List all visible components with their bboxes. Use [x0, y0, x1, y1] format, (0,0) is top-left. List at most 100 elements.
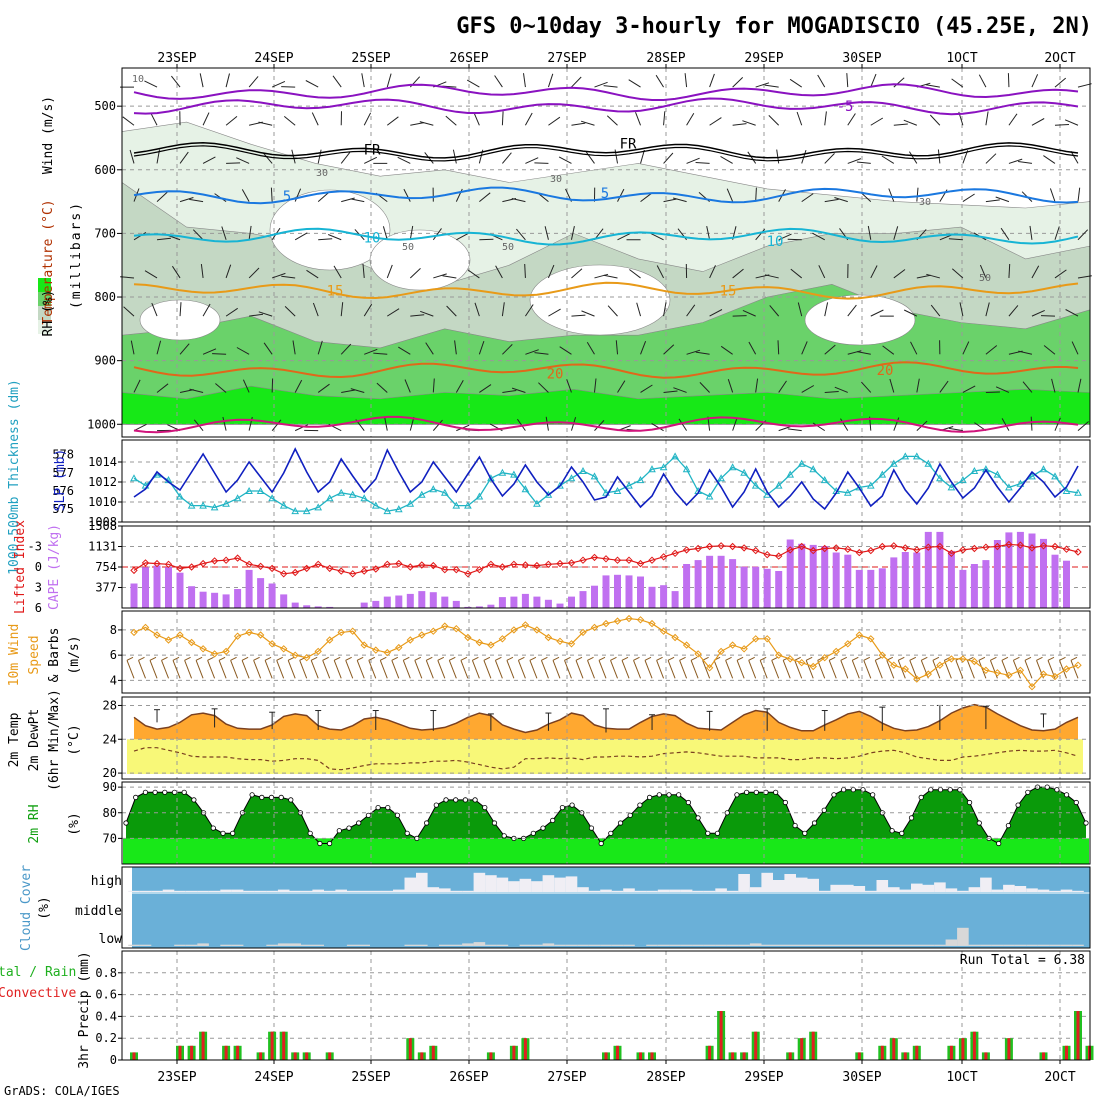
cloud-high-bar — [174, 890, 186, 892]
upper-wind-barb — [1064, 119, 1079, 126]
upper-wind-barb — [1018, 161, 1033, 164]
rh-point — [860, 787, 866, 793]
cloud-low-bar — [220, 944, 232, 946]
wind-speed-point — [141, 623, 150, 632]
cape-bar — [694, 560, 702, 608]
cloud-low-bar — [1026, 944, 1038, 946]
upper-wind-barb — [221, 226, 227, 240]
cloud-high-bar — [312, 889, 324, 892]
upper-wind-barb — [893, 269, 906, 279]
upper-wind-barb — [432, 419, 443, 431]
cloud-high-bar — [807, 878, 819, 892]
cape-bar — [188, 586, 196, 608]
thickness-point — [590, 472, 599, 480]
surface-wind-barb — [322, 660, 331, 679]
upper-wind-barb — [1043, 345, 1056, 355]
upper-wind-barb — [742, 120, 756, 126]
precip-convective-bar — [880, 1045, 884, 1060]
cloud-low-bar — [957, 927, 969, 946]
rh-point — [346, 825, 352, 831]
wind-speed-point — [406, 636, 415, 644]
thickness-point — [1005, 483, 1013, 491]
upper-wind-barb — [306, 269, 319, 279]
upper-wind-barb — [764, 84, 779, 88]
rh-legend-swatch — [38, 306, 51, 320]
rh-point — [336, 828, 342, 834]
cape-bar — [556, 603, 564, 608]
precip-convective-bar — [431, 1045, 435, 1060]
upper-wind-barb — [603, 85, 618, 88]
upper-wind-barb — [548, 116, 561, 126]
cape-bar — [510, 596, 518, 608]
wind-speed-point — [521, 621, 530, 629]
cloud-low-bar — [542, 943, 555, 946]
upper-frame — [121, 67, 1091, 438]
upper-wind-barb — [939, 380, 949, 393]
thickness-point — [820, 476, 829, 484]
upper-wind-barb — [787, 428, 802, 432]
upper-wind-barb — [363, 303, 373, 317]
wind-speed-point — [441, 622, 449, 630]
precip-frame — [121, 950, 1091, 1061]
li-point — [130, 566, 138, 575]
surface-wind-barb — [230, 660, 239, 679]
rh-tick-label: 90 — [103, 780, 117, 794]
cape-bar — [1040, 538, 1047, 608]
li-point — [579, 556, 587, 564]
thickness-point — [786, 470, 795, 478]
cloud-high-bar — [323, 890, 336, 892]
upper-wind-barb — [755, 82, 770, 88]
surface-wind-barb-flag — [1036, 656, 1043, 661]
date-label-bottom: 26SEP — [449, 1070, 488, 1085]
upper-wind-barb — [951, 268, 964, 279]
cloud-background — [132, 867, 1090, 948]
li-point — [372, 565, 380, 573]
upper-wind-barb — [861, 381, 872, 393]
rh-clear-patch — [139, 299, 221, 341]
upper-wind-barb — [382, 226, 388, 240]
surface-wind-barb — [138, 660, 146, 679]
upper-wind-barb — [202, 303, 211, 317]
cape-bar — [487, 604, 495, 608]
wind-ylabel-c: & Barbs — [47, 628, 62, 683]
upper-wind-barb — [397, 156, 411, 164]
upper-wind-barb — [333, 265, 342, 279]
rh-point — [840, 787, 847, 793]
upper-wind-barb — [1022, 381, 1033, 393]
cape-ylabel-cape: CAPE (J/kg) — [47, 524, 62, 610]
rh-legend-swatch — [38, 320, 51, 334]
precip-convective-bar — [708, 1045, 712, 1060]
cloud-low-bar — [139, 944, 152, 946]
surface-wind-barb-flag — [529, 656, 537, 661]
wind-speed-point — [924, 670, 933, 678]
upper-wind-barb — [1077, 83, 1092, 88]
wind-speed-point — [717, 647, 725, 656]
rh-point — [230, 830, 236, 836]
surface-wind-barb-flag — [368, 656, 376, 661]
cloud-low-bar — [1072, 944, 1084, 946]
cloud-cover-panel: high middle low — [75, 866, 1091, 949]
upper-wind-barb — [294, 379, 303, 393]
surface-wind-barb — [794, 660, 803, 679]
upper-wind-barb — [133, 423, 147, 432]
upper-wind-barb — [747, 151, 757, 164]
li-point — [533, 561, 541, 570]
li-point — [567, 559, 576, 567]
cloud-high-bar — [1049, 890, 1061, 892]
surface-wind-barb — [679, 660, 688, 679]
thickness-point — [176, 492, 184, 500]
wind-speed-point — [751, 635, 760, 643]
slp-tick-label: 1008 — [88, 515, 117, 529]
upper-wind-barb — [1001, 418, 1010, 431]
upper-wind-barb — [768, 115, 780, 126]
cloud-low-bar — [174, 944, 186, 946]
credit-label: GrADS: COLA/IGES — [4, 1084, 120, 1098]
upper-wind-barb — [479, 192, 491, 202]
cape-bar — [441, 596, 449, 608]
cloud-low-bar — [899, 944, 912, 946]
upper-wind-barb — [686, 157, 700, 164]
precip-convective-bar — [800, 1038, 804, 1060]
upper-wind-barb — [523, 73, 526, 88]
precip-convective-bar — [961, 1038, 965, 1060]
upper-wind-barb — [699, 382, 710, 393]
